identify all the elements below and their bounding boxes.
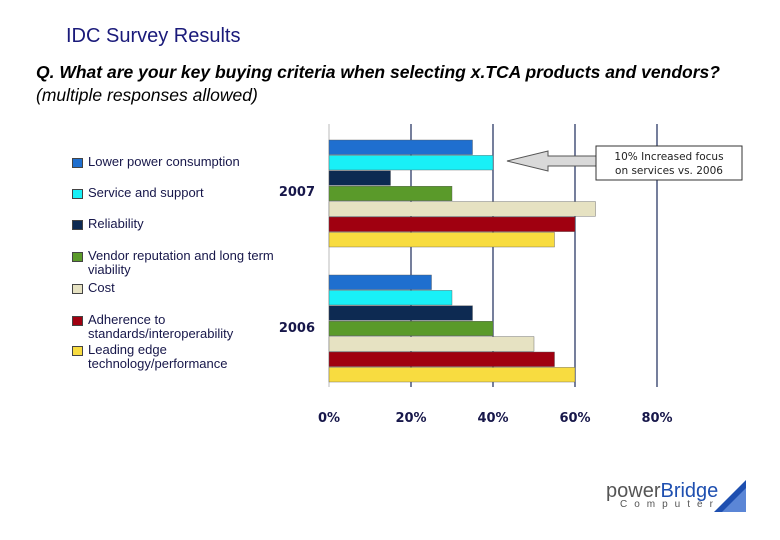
legend-label: Cost (88, 280, 115, 295)
bar-2006-6 (328, 367, 576, 383)
legend-swatch (72, 346, 83, 356)
annotation-line-2: on services vs. 2006 (615, 165, 723, 177)
bar-2007-4 (328, 201, 596, 217)
bar-2006-1 (328, 290, 453, 306)
powerbridge-logo: powerBridge Computer (606, 480, 746, 514)
group-label-2006: 2006 (279, 321, 315, 336)
legend-label: Adherence to standards/interoperability (88, 312, 234, 341)
x-tick-label: 60% (559, 411, 590, 426)
legend-swatch (72, 252, 83, 262)
slide-title: IDC Survey Results (66, 25, 241, 47)
legend-swatch (72, 158, 83, 168)
logo-wordmark: powerBridge (606, 480, 718, 503)
logo-subtitle: Computer (620, 499, 720, 510)
logo-word-power: power (606, 480, 661, 502)
legend-label: Vendor reputation and long term viabilit… (88, 248, 274, 277)
x-tick-label: 40% (477, 411, 508, 426)
bar-2006-3 (328, 321, 494, 337)
question-tail: (multiple responses allowed) (36, 85, 258, 105)
logo-triangle-icon (714, 480, 746, 512)
bar-2007-2 (328, 170, 391, 186)
legend-label: Leading edge technology/performance (88, 342, 228, 371)
bar-2007-3 (328, 185, 453, 201)
group-label-2007: 2007 (279, 185, 315, 200)
bar-2006-5 (328, 351, 555, 367)
bar-2006-0 (328, 274, 432, 290)
annotation-line-1: 10% Increased focus (614, 151, 723, 163)
bar-2007-5 (328, 216, 576, 232)
legend-label: Service and support (88, 185, 204, 200)
legend-swatch (72, 316, 83, 326)
annotation-arrow-icon (506, 150, 599, 172)
x-tick-label: 80% (641, 411, 672, 426)
legend-swatch (72, 220, 83, 230)
legend-swatch (72, 189, 83, 199)
bar-2007-1 (328, 155, 494, 171)
question-lead: Q. What are your key buying criteria whe… (36, 62, 720, 82)
annotation-box (595, 145, 743, 181)
bar-2006-4 (328, 336, 535, 352)
survey-question: Q. What are your key buying criteria whe… (36, 61, 736, 107)
legend-label: Reliability (88, 216, 144, 231)
logo-word-bridge: Bridge (660, 480, 719, 502)
x-tick-label: 20% (395, 411, 426, 426)
bar-2007-6 (328, 232, 555, 248)
bar-2006-2 (328, 305, 473, 321)
x-tick-label: 0% (318, 411, 340, 426)
legend-label: Lower power consumption (88, 154, 240, 169)
legend-swatch (72, 284, 83, 294)
bar-2007-0 (328, 139, 473, 155)
